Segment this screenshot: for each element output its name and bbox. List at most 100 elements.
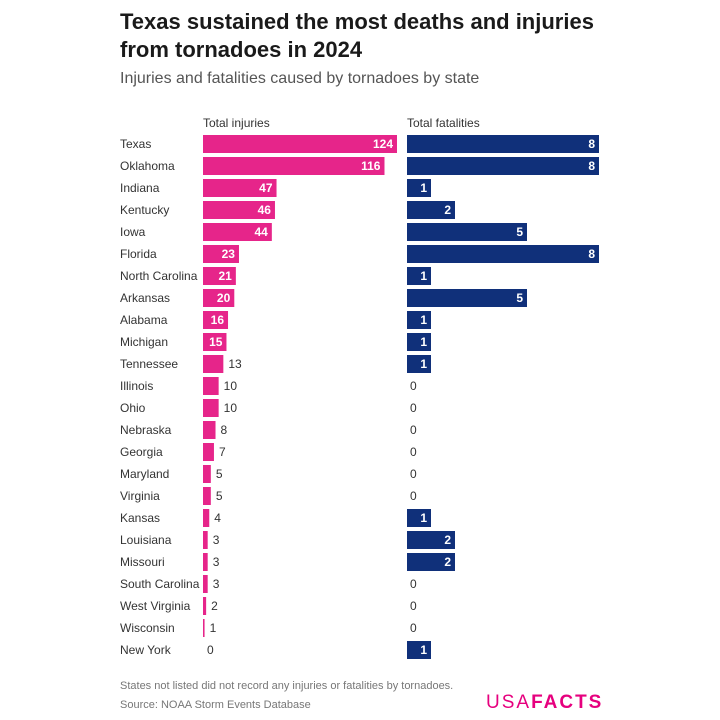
- fatality-label: 5: [516, 225, 523, 239]
- injury-bar: [203, 531, 208, 549]
- injury-label: 0: [207, 643, 214, 657]
- category-label: Louisiana: [120, 533, 172, 547]
- fatality-bar: [407, 157, 599, 175]
- injury-bar: [203, 619, 205, 637]
- injury-label: 3: [213, 533, 220, 547]
- category-label: Maryland: [120, 467, 169, 481]
- injury-label: 44: [254, 225, 268, 239]
- injury-label: 2: [211, 599, 218, 613]
- injury-label: 124: [373, 137, 393, 151]
- injury-bar: [203, 597, 207, 615]
- fatality-label: 1: [420, 335, 427, 349]
- injury-label: 47: [259, 181, 273, 195]
- injury-label: 3: [213, 555, 220, 569]
- fatality-bar: [407, 333, 431, 351]
- fatality-bar: [407, 179, 431, 197]
- injury-label: 46: [258, 203, 272, 217]
- injury-bar: [203, 399, 219, 417]
- category-label: Michigan: [120, 335, 168, 349]
- injury-label: 10: [224, 401, 238, 415]
- fatality-label: 8: [588, 247, 595, 261]
- injury-bar: [203, 509, 210, 527]
- injury-bar: [203, 487, 211, 505]
- category-label: Kansas: [120, 511, 160, 525]
- fatality-label: 0: [410, 489, 417, 503]
- category-label: Illinois: [120, 379, 153, 393]
- fatality-label: 2: [444, 555, 451, 569]
- injury-label: 23: [222, 247, 236, 261]
- injury-label: 3: [213, 577, 220, 591]
- footnote: States not listed did not record any inj…: [120, 680, 454, 692]
- fatality-label: 5: [516, 291, 523, 305]
- fatality-bar: [407, 553, 455, 571]
- injury-bar: [203, 157, 385, 175]
- category-label: Indiana: [120, 181, 160, 195]
- category-label: West Virginia: [120, 599, 191, 613]
- injury-bar: [203, 553, 208, 571]
- injury-bar: [203, 465, 211, 483]
- fatalities-header: Total fatalities: [407, 116, 480, 130]
- injury-bar: [203, 245, 239, 263]
- injury-label: 20: [217, 291, 231, 305]
- usafacts-logo: USAFACTS: [486, 692, 604, 713]
- injury-label: 5: [216, 489, 223, 503]
- fatality-label: 0: [410, 621, 417, 635]
- source: Source: NOAA Storm Events Database: [120, 699, 311, 711]
- category-label: Texas: [120, 137, 151, 151]
- category-label: Tennessee: [120, 357, 178, 371]
- injury-label: 4: [214, 511, 221, 525]
- category-label: Alabama: [120, 313, 168, 327]
- injury-bar: [203, 355, 224, 373]
- fatality-label: 2: [444, 533, 451, 547]
- category-label: Wisconsin: [120, 621, 175, 635]
- injury-bar: [203, 267, 236, 285]
- injuries-header: Total injuries: [203, 116, 270, 130]
- injury-label: 21: [218, 269, 232, 283]
- category-label: Kentucky: [120, 203, 169, 217]
- category-label: Ohio: [120, 401, 146, 415]
- injury-bar: [203, 201, 275, 219]
- fatality-label: 0: [410, 379, 417, 393]
- injury-bar: [203, 575, 208, 593]
- injury-bar: [203, 135, 397, 153]
- chart-subtitle: Injuries and fatalities caused by tornad…: [120, 70, 480, 87]
- fatality-label: 0: [410, 599, 417, 613]
- fatality-label: 1: [420, 357, 427, 371]
- injury-bar: [203, 223, 272, 241]
- fatality-label: 8: [588, 159, 595, 173]
- category-label: New York: [120, 643, 172, 657]
- category-label: Virginia: [120, 489, 160, 503]
- injury-bar: [203, 179, 277, 197]
- injury-bar: [203, 443, 214, 461]
- injury-label: 8: [221, 423, 228, 437]
- fatality-label: 0: [410, 401, 417, 415]
- fatality-bar: [407, 289, 527, 307]
- category-label: North Carolina: [120, 269, 198, 283]
- fatality-bar: [407, 641, 431, 659]
- injury-bar: [203, 289, 235, 307]
- fatality-label: 0: [410, 577, 417, 591]
- injury-label: 7: [219, 445, 226, 459]
- fatality-bar: [407, 267, 431, 285]
- injury-label: 10: [224, 379, 238, 393]
- fatality-label: 0: [410, 445, 417, 459]
- fatality-bar: [407, 223, 527, 241]
- fatality-label: 0: [410, 423, 417, 437]
- category-label: Arkansas: [120, 291, 170, 305]
- category-label: Georgia: [120, 445, 163, 459]
- category-label: Nebraska: [120, 423, 172, 437]
- injury-label: 116: [361, 159, 381, 173]
- fatality-label: 2: [444, 203, 451, 217]
- fatality-label: 8: [588, 137, 595, 151]
- fatality-label: 1: [420, 181, 427, 195]
- fatality-bar: [407, 245, 599, 263]
- chart-title: Texas sustained the most deaths and inju…: [120, 9, 594, 62]
- category-label: South Carolina: [120, 577, 200, 591]
- category-label: Iowa: [120, 225, 146, 239]
- injury-bar: [203, 311, 229, 329]
- category-label: Oklahoma: [120, 159, 175, 173]
- injury-label: 16: [211, 313, 225, 327]
- injury-label: 1: [210, 621, 217, 635]
- fatality-label: 1: [420, 269, 427, 283]
